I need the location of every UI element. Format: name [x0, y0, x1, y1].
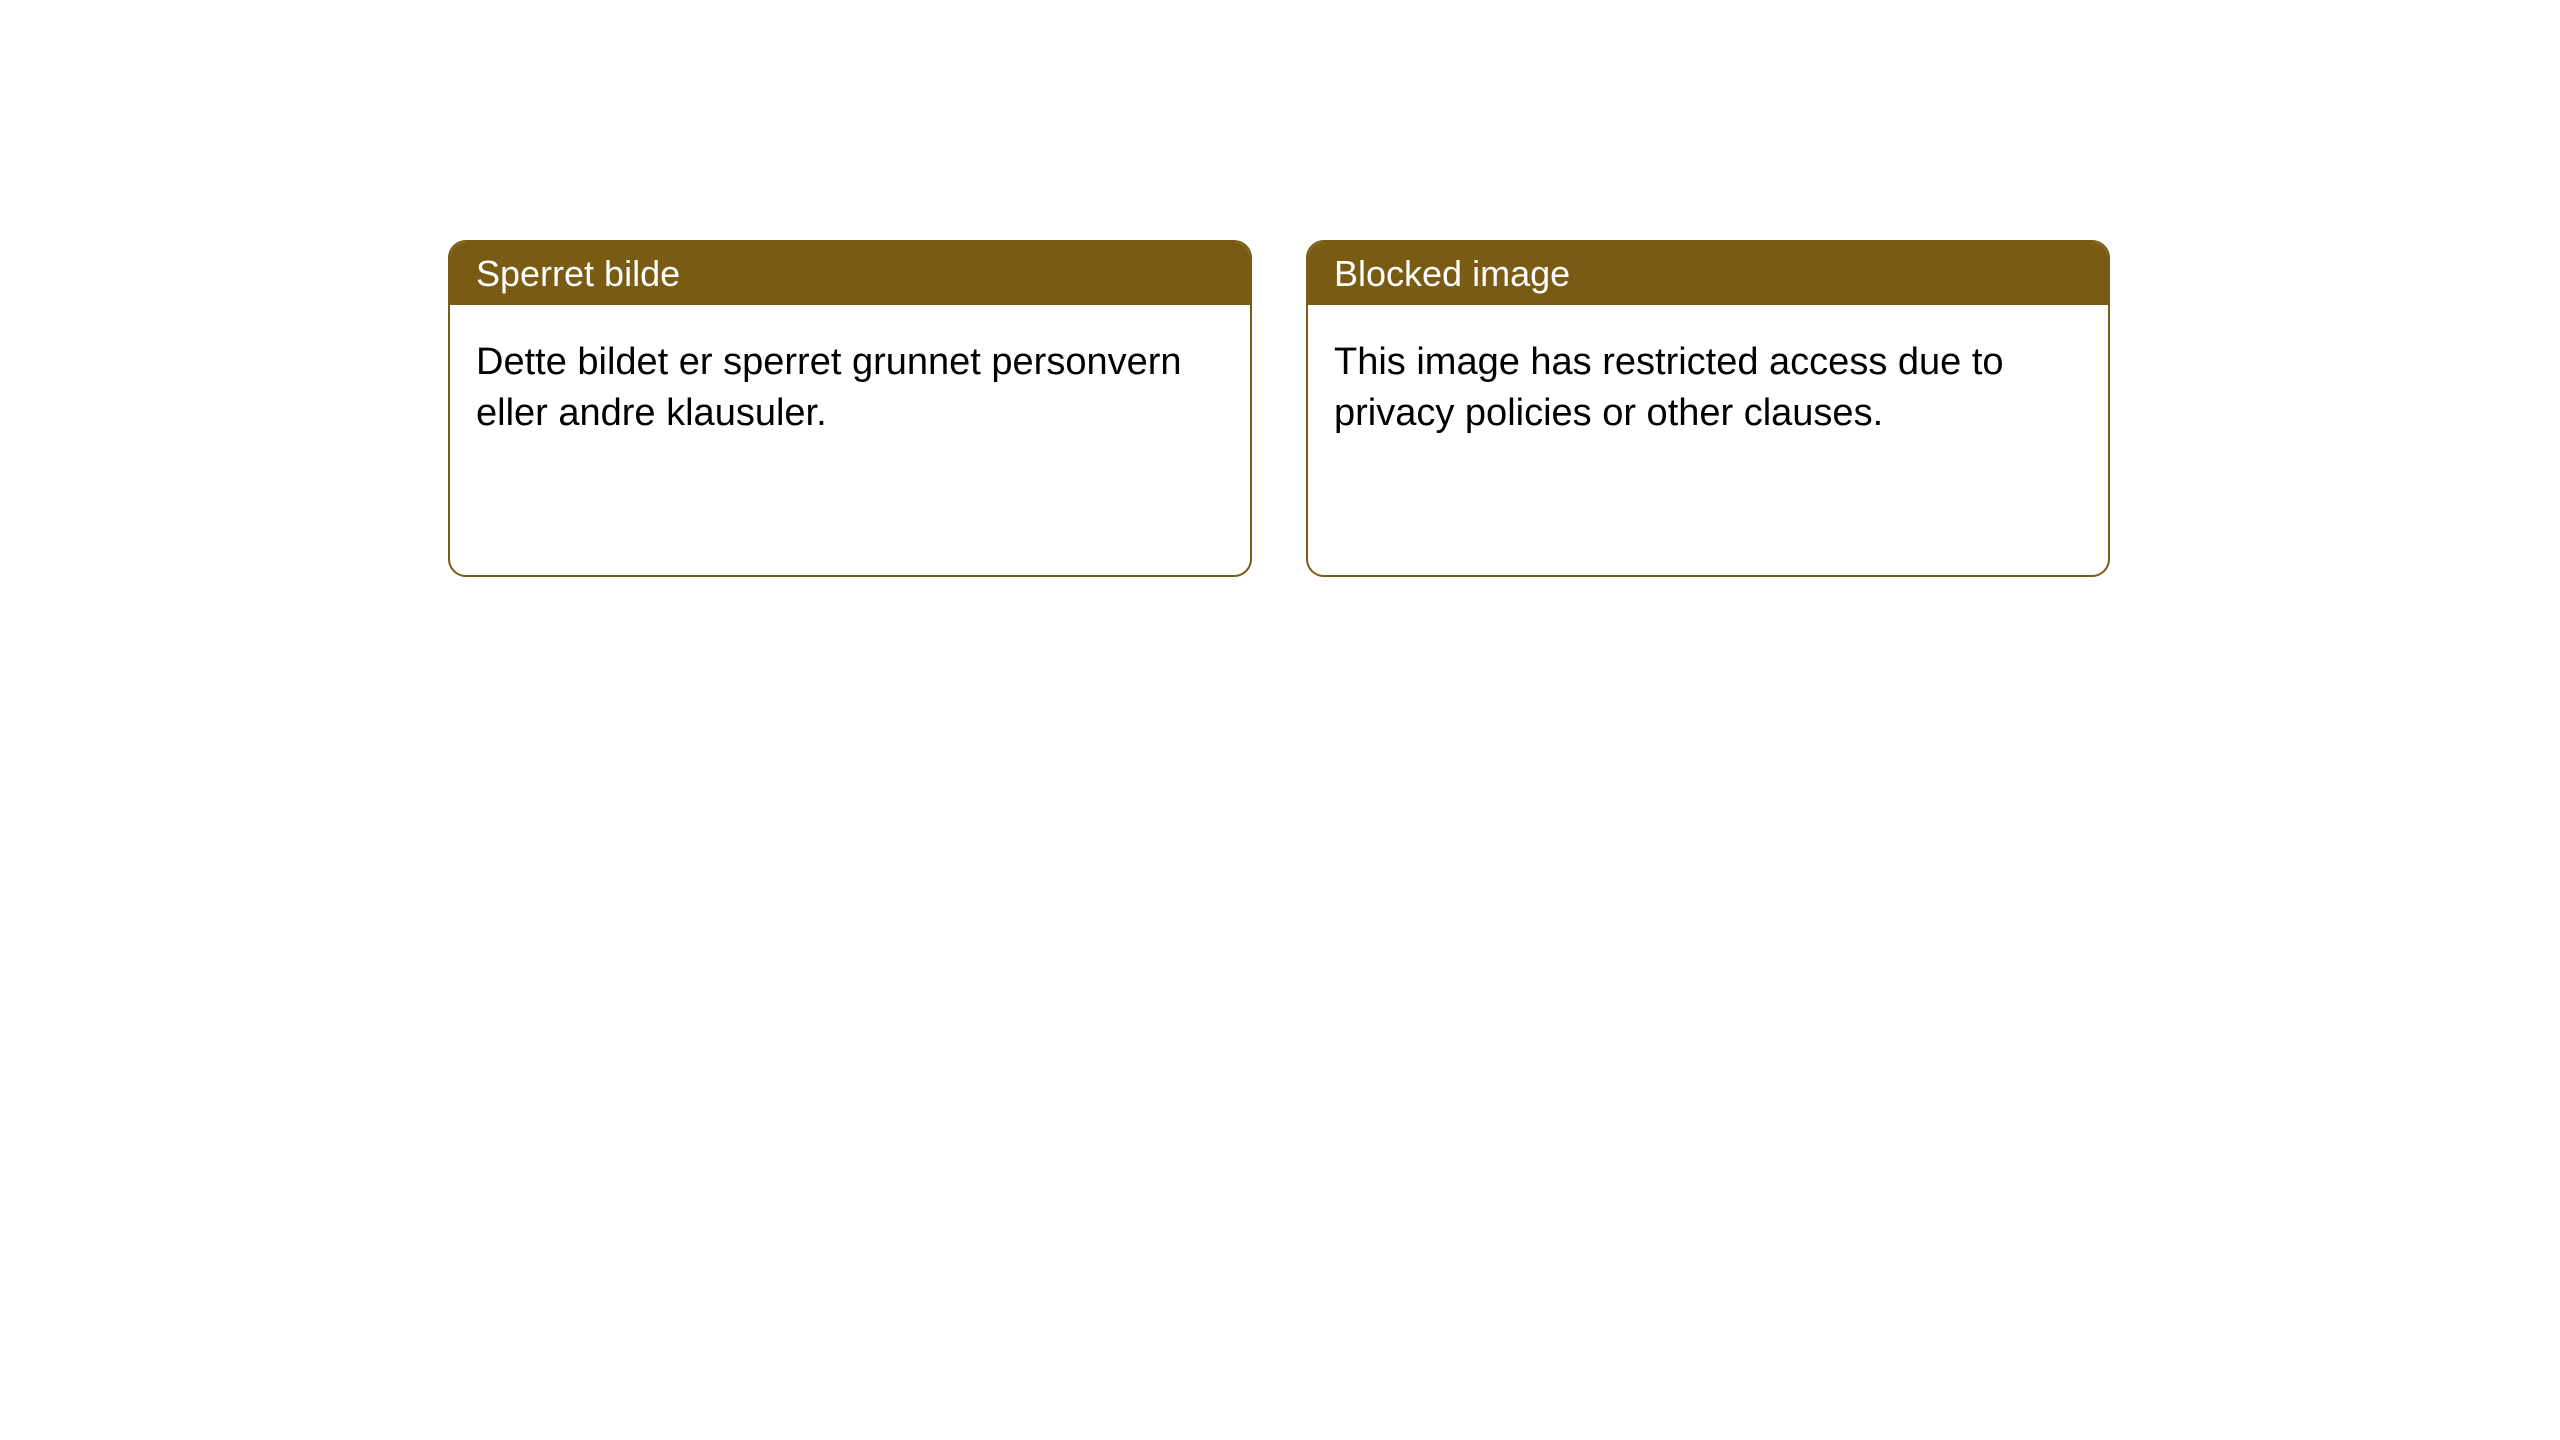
card-body: This image has restricted access due to …	[1308, 305, 2108, 472]
card-body-text: Dette bildet er sperret grunnet personve…	[476, 341, 1182, 434]
card-header: Blocked image	[1308, 242, 2108, 305]
card-title: Blocked image	[1334, 253, 1570, 294]
card-title: Sperret bilde	[476, 253, 680, 294]
card-header: Sperret bilde	[450, 242, 1250, 305]
card-body: Dette bildet er sperret grunnet personve…	[450, 305, 1250, 472]
notice-card-container: Sperret bilde Dette bildet er sperret gr…	[448, 240, 2110, 577]
card-body-text: This image has restricted access due to …	[1334, 341, 2004, 434]
notice-card-norwegian: Sperret bilde Dette bildet er sperret gr…	[448, 240, 1252, 577]
notice-card-english: Blocked image This image has restricted …	[1306, 240, 2110, 577]
